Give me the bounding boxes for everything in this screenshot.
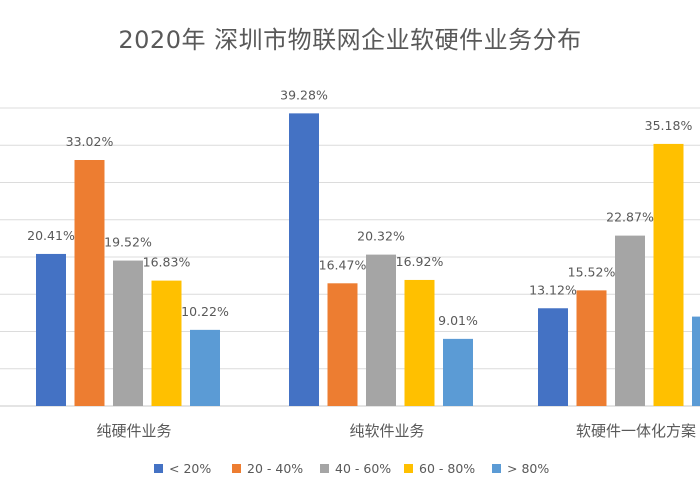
legend-label: 20 - 40%: [247, 461, 303, 476]
bar: [289, 113, 319, 406]
legend-swatch: [404, 464, 413, 473]
data-label: 10.22%: [181, 304, 229, 319]
bar: [190, 329, 220, 406]
chart-title: 2020年 深圳市物联网企业软硬件业务分布: [118, 26, 582, 54]
bar: [36, 253, 66, 406]
data-label: 16.47%: [319, 257, 367, 272]
data-label: 16.83%: [143, 255, 191, 270]
data-label: 9.01%: [438, 313, 478, 328]
bar: [327, 283, 358, 406]
category-label: 纯软件业务: [349, 422, 424, 440]
data-label: 19.52%: [104, 235, 152, 250]
legend-swatch: [232, 464, 241, 473]
data-label: 16.92%: [396, 254, 444, 269]
legend-swatch: [320, 464, 329, 473]
bar: [538, 308, 568, 406]
bar: [113, 260, 143, 406]
bar: [653, 143, 684, 406]
category-label: 软硬件一体化方案: [576, 422, 696, 440]
legend-label: 60 - 80%: [419, 461, 475, 476]
legend-label: > 80%: [507, 461, 549, 476]
data-label: 22.87%: [606, 210, 654, 225]
data-label: 20.41%: [27, 228, 75, 243]
data-label: 15.52%: [568, 264, 616, 279]
bar: [404, 279, 435, 406]
data-label: 33.02%: [66, 134, 114, 149]
data-label: 39.28%: [280, 87, 328, 102]
category-label: 纯硬件业务: [96, 422, 171, 440]
bar: [576, 290, 607, 406]
bar: [615, 235, 645, 406]
legend-label: 40 - 60%: [335, 461, 391, 476]
bar: [366, 254, 396, 406]
legend-label: < 20%: [169, 461, 211, 476]
data-label: 13.12%: [529, 282, 577, 297]
bar: [692, 316, 700, 406]
data-label: 20.32%: [357, 229, 405, 244]
legend-swatch: [492, 464, 501, 473]
data-label: 35.18%: [645, 118, 693, 133]
legend-swatch: [154, 464, 163, 473]
bar: [74, 160, 105, 406]
bar: [443, 338, 473, 406]
bar: [151, 280, 182, 406]
